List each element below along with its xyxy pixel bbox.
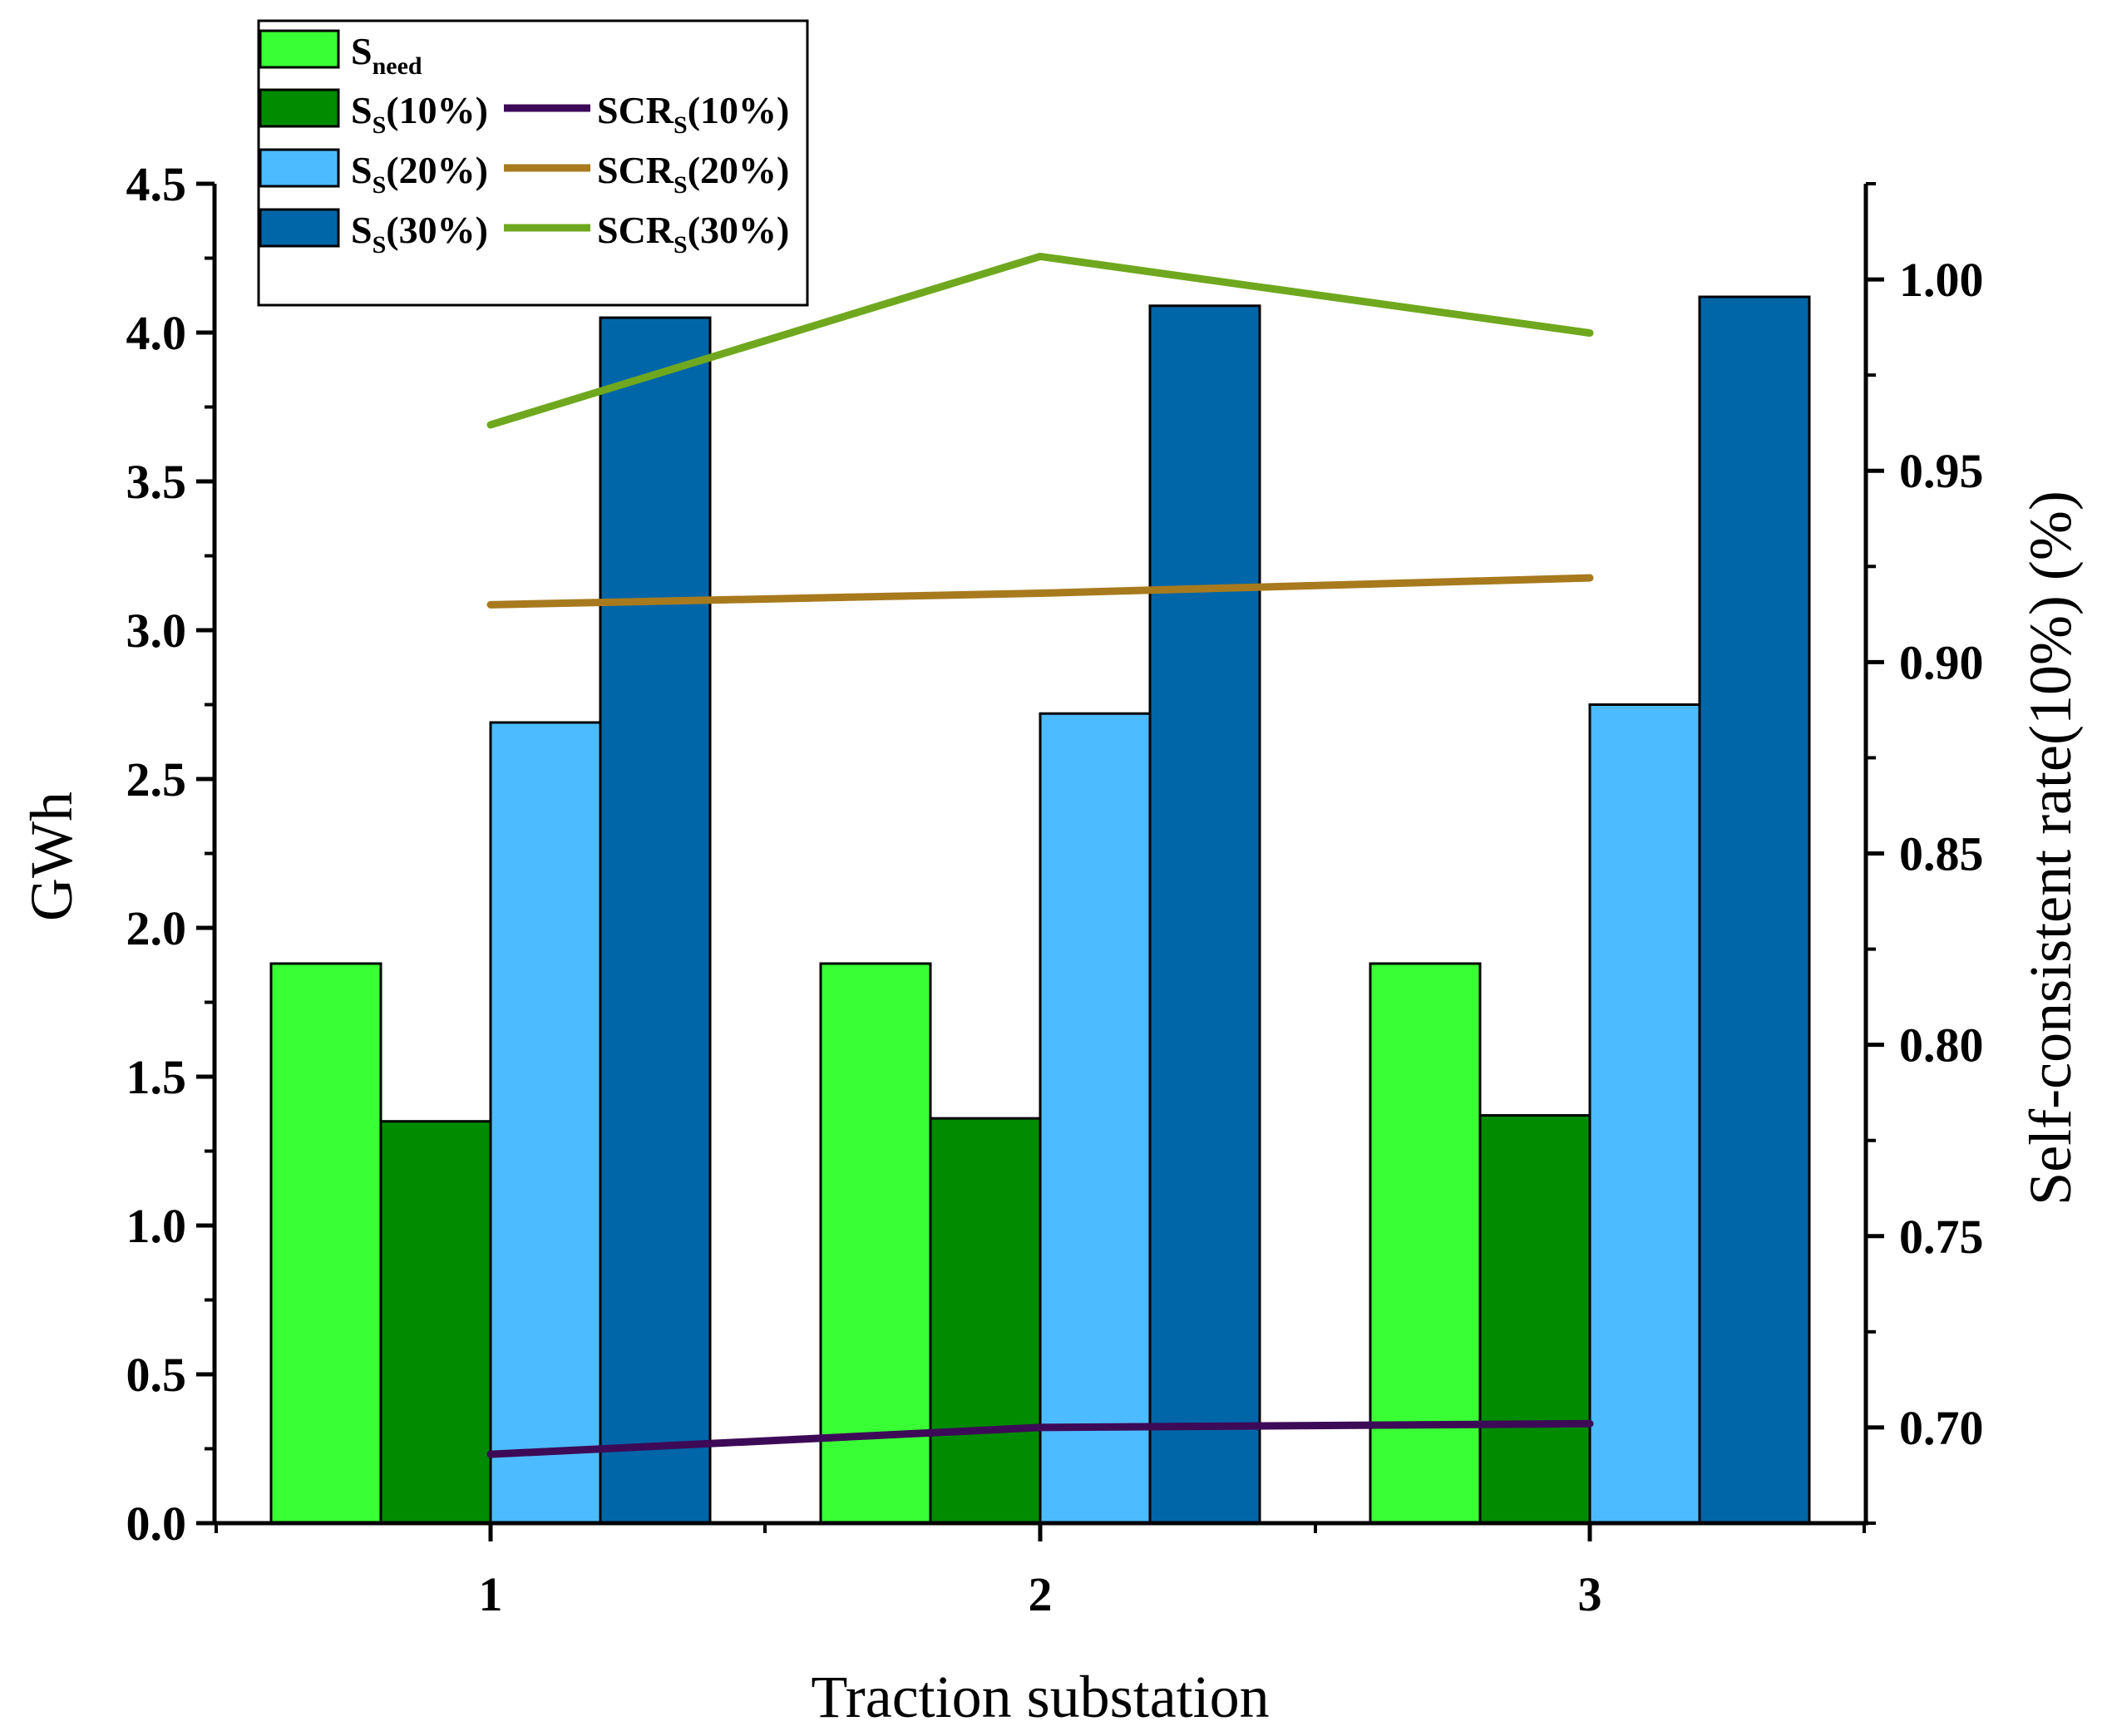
legend-label-scr20: SCRS(20%) — [597, 149, 789, 199]
legend: Sneed SS(10%) SCRS(10%) SS(20%) SCRS(20%… — [257, 19, 809, 307]
bar-ss20-3 — [1588, 703, 1701, 1525]
y-tick-label: 0.0 — [126, 1497, 187, 1551]
legend-swatch-ss20 — [259, 148, 340, 188]
y-tick-label: 2.0 — [126, 901, 187, 955]
y-tick-label: 3.0 — [126, 604, 187, 658]
bar-ss30-1 — [599, 316, 712, 1525]
y-tick-label: 0.5 — [126, 1348, 187, 1402]
bar-sneed-3 — [1369, 962, 1482, 1525]
legend-label-ss20: SS(20%) — [351, 149, 488, 199]
x-tick-label: 1 — [479, 1567, 503, 1621]
y2-tick-label: 0.95 — [1899, 444, 1984, 498]
legend-frame — [257, 19, 809, 307]
x-tick-label: 2 — [1029, 1567, 1053, 1621]
y2-tick-label: 0.90 — [1899, 635, 1984, 689]
bar-ss10-3 — [1478, 1114, 1591, 1525]
legend-label-scr30: SCRS(30%) — [597, 209, 789, 259]
legend-label-ss10: SS(10%) — [351, 89, 488, 139]
y2-tick-label: 0.75 — [1899, 1210, 1984, 1264]
legend-swatch-ss30 — [259, 208, 340, 248]
x-axis-title: Traction substation — [811, 1664, 1269, 1730]
legend-swatch-ss10 — [259, 88, 340, 128]
y2-axis-title: Self-consistent rate(10%) (%) — [2017, 491, 2084, 1206]
bar-ss10-2 — [929, 1117, 1042, 1525]
y2-tick-label: 0.85 — [1899, 827, 1984, 881]
bar-ss10-1 — [379, 1120, 492, 1525]
y-tick-label: 3.5 — [126, 455, 187, 509]
y2-tick-label: 0.80 — [1899, 1018, 1984, 1073]
x-tick-label: 3 — [1578, 1567, 1602, 1621]
legend-swatch-sneed — [259, 29, 340, 69]
bar-sneed-1 — [269, 962, 382, 1525]
y2-tick-label: 1.00 — [1899, 253, 1984, 307]
y-tick-label: 1.0 — [126, 1199, 187, 1253]
point-scr20-2 — [1039, 593, 1041, 594]
bar-ss20-1 — [489, 721, 602, 1525]
legend-label-scr10: SCRS(10%) — [597, 89, 789, 139]
y-tick-label: 2.5 — [126, 752, 187, 806]
bars-layer — [269, 295, 1811, 1525]
y-tick-label: 4.5 — [126, 157, 187, 211]
ticks-layer: 0.0 0.5 1.0 1.5 2.0 2.5 3.0 3.5 4.0 4.5 0.70 0.75 0.… — [126, 157, 1984, 1621]
y2-tick-label: 0.70 — [1899, 1401, 1984, 1455]
y-tick-label: 4.0 — [126, 306, 187, 360]
bar-sneed-2 — [819, 962, 932, 1525]
point-scr30-2 — [1039, 255, 1041, 257]
y-axis-title: GWh — [18, 792, 85, 921]
legend-label-ss30: SS(30%) — [351, 209, 488, 259]
y-tick-label: 1.5 — [126, 1050, 187, 1104]
bar-ss20-2 — [1039, 712, 1152, 1525]
bar-ss30-2 — [1148, 304, 1261, 1525]
bar-ss30-3 — [1698, 295, 1811, 1525]
point-scr20-3 — [1589, 577, 1591, 579]
legend-label-sneed: Sneed — [351, 30, 422, 80]
point-scr10-3 — [1589, 1423, 1591, 1424]
point-scr10-2 — [1039, 1427, 1041, 1428]
lines-layer — [486, 252, 1594, 1458]
